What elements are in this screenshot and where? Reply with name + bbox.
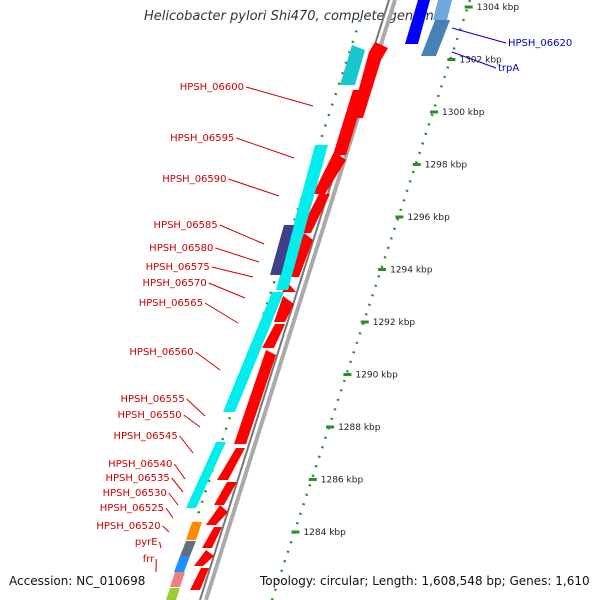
accession-text: Accession: NC_010698: [9, 574, 146, 588]
gene-leader-line: [219, 224, 265, 245]
gene-block[interactable]: [190, 568, 209, 590]
gene-label[interactable]: HPSH_06555: [120, 394, 184, 405]
gene-leader-line: [162, 525, 170, 533]
gene-block[interactable]: [180, 541, 196, 556]
gene-leader-line: [204, 302, 239, 324]
gene-block[interactable]: [274, 296, 294, 322]
gene-block[interactable]: [217, 448, 245, 480]
gene-leader-line: [451, 51, 497, 69]
gene-leader-line: [208, 282, 246, 299]
scale-tick-label: 1290 kbp: [355, 371, 398, 381]
gene-label[interactable]: frr: [143, 554, 155, 565]
scale-tick-label: 1294 kbp: [390, 266, 433, 276]
scale-ticks: 1304 kbp 1302 kbp 1300 kbp 1298 kbp 1296 kbp…: [291, 3, 519, 538]
gene-label[interactable]: HPSH_06580: [149, 243, 213, 254]
scale-tick-label: 1286 kbp: [321, 476, 364, 486]
gene-leader-line: [168, 492, 179, 506]
gene-block[interactable]: [174, 556, 190, 572]
gene-leader-line: [183, 414, 201, 428]
gene-block[interactable]: [206, 505, 228, 525]
gene-block[interactable]: [186, 442, 226, 508]
gene-block[interactable]: [194, 550, 214, 566]
gene-leader-line: [245, 86, 314, 107]
gene-label[interactable]: HPSH_06590: [162, 174, 226, 185]
gene-leader-line: [451, 27, 507, 44]
gene-block-hpsh-06620[interactable]: [405, 0, 430, 44]
gene-block[interactable]: [340, 45, 365, 85]
gene-block[interactable]: [313, 152, 346, 194]
scale-tick-label: 1288 kbp: [338, 423, 381, 433]
gene-block[interactable]: [170, 572, 185, 587]
gene-block-trpa[interactable]: [421, 20, 450, 56]
gene-label[interactable]: HPSH_06545: [113, 431, 177, 442]
map-title: Helicobacter pylori Shi470, complete gen…: [144, 9, 442, 24]
gene-leader-line: [179, 435, 194, 454]
scale-tick-label: 1304 kbp: [477, 3, 520, 13]
scale-tick-label: 1296 kbp: [407, 213, 450, 223]
gene-label[interactable]: HPSH_06595: [170, 133, 234, 144]
gene-label[interactable]: HPSH_06570: [143, 278, 207, 289]
gene-label[interactable]: HPSH_06560: [129, 347, 193, 358]
forward-strand-genes: [190, 42, 388, 590]
gene-leader-line: [159, 541, 162, 549]
gene-block-top[interactable]: [433, 0, 452, 20]
scale-tick-label: 1300 kbp: [442, 108, 485, 118]
gene-block[interactable]: [276, 145, 328, 290]
gene-label[interactable]: HPSH_06520: [96, 521, 160, 532]
gene-leader-line: [195, 351, 221, 371]
gene-label[interactable]: HPSH_06535: [105, 473, 169, 484]
gene-leader-line: [211, 266, 254, 278]
gene-label[interactable]: HPSH_06620: [508, 38, 572, 49]
gene-leader-line: [236, 137, 295, 159]
gene-leader-line: [173, 463, 186, 480]
gene-block[interactable]: [214, 482, 237, 505]
scale-tick-label: 1298 kbp: [425, 161, 468, 171]
gene-label[interactable]: HPSH_06575: [146, 262, 210, 273]
gene-block[interactable]: [235, 416, 253, 444]
right-gene-labels: HPSH_06620 trpA: [451, 27, 572, 74]
gene-leader-line: [171, 477, 184, 493]
gene-label[interactable]: HPSH_06530: [103, 488, 167, 499]
topology-text: Topology: circular; Length: 1,608,548 bp…: [260, 574, 590, 588]
gene-label[interactable]: HPSH_06585: [154, 220, 218, 231]
gene-label[interactable]: HPSH_06565: [139, 298, 203, 309]
gene-block[interactable]: [299, 194, 330, 233]
gene-label[interactable]: HPSH_06540: [108, 459, 172, 470]
gene-label[interactable]: HPSH_06600: [180, 82, 244, 93]
gene-block[interactable]: [333, 90, 366, 155]
gene-block[interactable]: [262, 324, 285, 348]
gene-label[interactable]: pyrE: [135, 537, 158, 548]
gene-leader-line: [186, 398, 206, 417]
gene-block[interactable]: [166, 588, 180, 600]
gene-leader-line: [215, 247, 260, 263]
gene-block[interactable]: [223, 292, 284, 412]
scale-tick-label: 1284 kbp: [303, 528, 346, 538]
gene-leader-line: [228, 178, 280, 197]
scale-tick-label: 1292 kbp: [373, 318, 416, 328]
left-gene-labels: HPSH_06600 HPSH_06595 HPSH_06590 HPSH_06585…: [96, 82, 314, 573]
gene-leader-line: [165, 507, 174, 519]
reverse-strand-genes: [166, 45, 365, 600]
scale-tick-label: 1302 kbp: [459, 56, 502, 66]
gene-label[interactable]: HPSH_06525: [100, 503, 164, 514]
gene-block[interactable]: [186, 522, 202, 540]
gene-label[interactable]: HPSH_06550: [117, 410, 181, 421]
gene-label[interactable]: trpA: [498, 63, 519, 74]
gene-block[interactable]: [202, 527, 222, 548]
gene-block[interactable]: [270, 225, 294, 275]
